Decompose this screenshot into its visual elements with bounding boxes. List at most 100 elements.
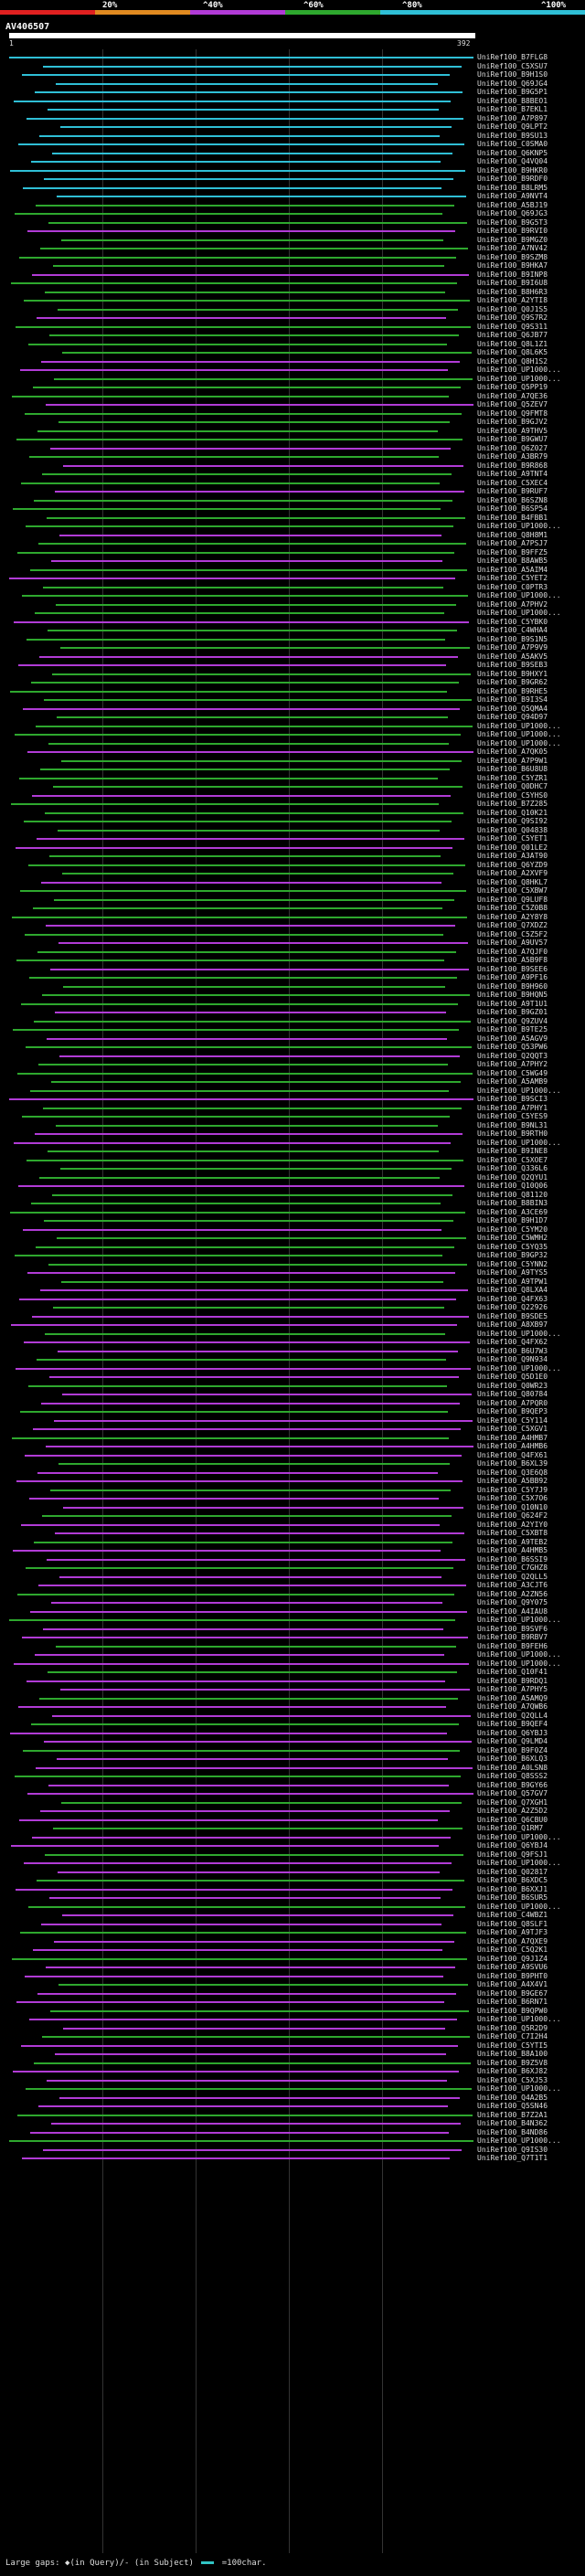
hit-row[interactable]: UniRef100_A7QE36 [0, 392, 585, 401]
hit-label[interactable]: UniRef100_A5AMB9 [477, 1077, 548, 1086]
hit-row[interactable]: UniRef100_B9G5P1 [0, 88, 585, 97]
hit-label[interactable]: UniRef100_B7Z285 [477, 800, 548, 808]
hit-row[interactable]: UniRef100_C4WHA4 [0, 626, 585, 635]
hit-label[interactable]: UniRef100_B9GZ01 [477, 1008, 548, 1016]
hit-label[interactable]: UniRef100_A2Z5D2 [477, 1807, 548, 1815]
hit-label[interactable]: UniRef100_Q9Y075 [477, 1598, 548, 1606]
hit-row[interactable]: UniRef100_Q5D1E0 [0, 1373, 585, 1382]
hit-label[interactable]: UniRef100_A4HMB6 [477, 1442, 548, 1450]
hit-label[interactable]: UniRef100_UP1000... [477, 366, 561, 374]
hit-row[interactable]: UniRef100_Q9SI92 [0, 817, 585, 826]
hit-row[interactable]: UniRef100_Q80784 [0, 1390, 585, 1399]
hit-row[interactable]: UniRef100_B7Z2A1 [0, 2111, 585, 2120]
hit-row[interactable]: UniRef100_B8AWB5 [0, 557, 585, 566]
hit-row[interactable]: UniRef100_C5Y114 [0, 1416, 585, 1426]
hit-row[interactable]: UniRef100_A7QJF0 [0, 948, 585, 957]
hit-label[interactable]: UniRef100_C4WHA4 [477, 626, 548, 634]
hit-row[interactable]: UniRef100_Q9Y075 [0, 1598, 585, 1607]
hit-label[interactable]: UniRef100_B9RVI0 [477, 227, 548, 235]
hit-row[interactable]: UniRef100_C5X7O6 [0, 1494, 585, 1503]
hit-label[interactable]: UniRef100_Q9FMT8 [477, 408, 548, 418]
hit-label[interactable]: UniRef100_A7QK05 [477, 747, 548, 756]
hit-label[interactable]: UniRef100_B8H6R3 [477, 287, 548, 296]
hit-label[interactable]: UniRef100_Q1RM7 [477, 1824, 544, 1832]
hit-row[interactable]: UniRef100_Q2QLL5 [0, 1573, 585, 1582]
hit-label[interactable]: UniRef100_Q0WR23 [477, 1381, 548, 1390]
hit-row[interactable]: UniRef100_C5YTI5 [0, 2041, 585, 2051]
hit-label[interactable]: UniRef100_A7PQR0 [477, 1398, 548, 1407]
hit-label[interactable]: UniRef100_A7PHY2 [477, 1060, 548, 1068]
hit-row[interactable]: UniRef100_C5XJ53 [0, 2076, 585, 2085]
hit-label[interactable]: UniRef100_A7P897 [477, 113, 548, 122]
hit-row[interactable]: UniRef100_C4WBZ1 [0, 1911, 585, 1920]
hit-label[interactable]: UniRef100_C5YM20 [477, 1224, 548, 1234]
hit-label[interactable]: UniRef100_C5YTI5 [477, 2041, 548, 2050]
hit-row[interactable]: UniRef100_UP1000... [0, 739, 585, 748]
hit-label[interactable]: UniRef100_A9TNT4 [477, 470, 548, 478]
hit-row[interactable]: UniRef100_B7Z285 [0, 800, 585, 809]
hit-label[interactable]: UniRef100_B9QPW0 [477, 2006, 548, 2015]
hit-label[interactable]: UniRef100_B8BEO1 [477, 96, 548, 105]
hit-label[interactable]: UniRef100_B9GP32 [477, 1251, 548, 1259]
hit-label[interactable]: UniRef100_B8AWB5 [477, 557, 548, 565]
hit-row[interactable]: UniRef100_Q10N10 [0, 1503, 585, 1512]
hit-label[interactable]: UniRef100_Q336L6 [477, 1164, 548, 1172]
hit-row[interactable]: UniRef100_C5YZR1 [0, 774, 585, 783]
hit-row[interactable]: UniRef100_C5WG49 [0, 1069, 585, 1078]
hit-label[interactable]: UniRef100_A9THV5 [477, 426, 548, 435]
hit-label[interactable]: UniRef100_B9TE25 [477, 1025, 548, 1034]
hit-row[interactable]: UniRef100_Q9FSJ1 [0, 1850, 585, 1860]
hit-row[interactable]: UniRef100_C5Z0B8 [0, 904, 585, 913]
hit-row[interactable]: UniRef100_Q5QMA4 [0, 705, 585, 714]
hit-row[interactable]: UniRef100_A7P897 [0, 114, 585, 123]
hit-row[interactable]: UniRef100_B9H960 [0, 982, 585, 991]
hit-row[interactable]: UniRef100_Q2QLL4 [0, 1712, 585, 1721]
hit-label[interactable]: UniRef100_B9PHT0 [477, 1971, 548, 1980]
hit-label[interactable]: UniRef100_A8XB97 [477, 1320, 548, 1329]
hit-row[interactable]: UniRef100_A4HMB7 [0, 1434, 585, 1443]
hit-label[interactable]: UniRef100_Q4FX61 [477, 1450, 548, 1459]
hit-row[interactable]: UniRef100_B6SSI9 [0, 1555, 585, 1564]
hit-label[interactable]: UniRef100_A7PHY1 [477, 1103, 548, 1112]
hit-label[interactable]: UniRef100_A3BR79 [477, 452, 548, 461]
hit-label[interactable]: UniRef100_Q5D1E0 [477, 1373, 548, 1381]
hit-row[interactable]: UniRef100_B9H1D7 [0, 1216, 585, 1225]
hit-row[interactable]: UniRef100_B9HXY1 [0, 670, 585, 679]
hit-label[interactable]: UniRef100_UP1000... [477, 374, 561, 383]
hit-row[interactable]: UniRef100_A7NV42 [0, 244, 585, 253]
hit-row[interactable]: UniRef100_C5XEC4 [0, 479, 585, 488]
hit-row[interactable]: UniRef100_Q8L1Z1 [0, 340, 585, 349]
hit-row[interactable]: UniRef100_B9F0Z4 [0, 1746, 585, 1755]
hit-row[interactable]: UniRef100_UP1000... [0, 1903, 585, 1912]
hit-row[interactable]: UniRef100_A2ZN56 [0, 1590, 585, 1599]
hit-row[interactable]: UniRef100_A3CE69 [0, 1208, 585, 1217]
hit-row[interactable]: UniRef100_A2YIY0 [0, 1521, 585, 1530]
hit-label[interactable]: UniRef100_C5XBW7 [477, 886, 548, 895]
hit-row[interactable]: UniRef100_B9SCI3 [0, 1095, 585, 1104]
hit-label[interactable]: UniRef100_Q5SN46 [477, 2102, 548, 2110]
hit-row[interactable]: UniRef100_B9GE67 [0, 1989, 585, 1998]
hit-row[interactable]: UniRef100_B6U7W3 [0, 1347, 585, 1356]
hit-label[interactable]: UniRef100_Q9J1Z4 [477, 1954, 548, 1963]
hit-label[interactable]: UniRef100_UP1000... [477, 1650, 561, 1659]
hit-row[interactable]: UniRef100_C5YNN2 [0, 1260, 585, 1269]
hit-row[interactable]: UniRef100_A7PHY2 [0, 1060, 585, 1069]
hit-row[interactable]: UniRef100_A4X4V1 [0, 1980, 585, 1989]
hit-row[interactable]: UniRef100_C5Z5F2 [0, 930, 585, 939]
hit-row[interactable]: UniRef100_B9RVI0 [0, 227, 585, 236]
hit-row[interactable]: UniRef100_A8XB97 [0, 1320, 585, 1330]
hit-label[interactable]: UniRef100_A9TYS5 [477, 1268, 548, 1277]
hit-row[interactable]: UniRef100_A5B9F8 [0, 956, 585, 965]
hit-label[interactable]: UniRef100_B9SU13 [477, 131, 548, 140]
hit-row[interactable]: UniRef100_Q9J1Z4 [0, 1955, 585, 1964]
hit-row[interactable]: UniRef100_A9SVU6 [0, 1963, 585, 1972]
hit-label[interactable]: UniRef100_B9GE67 [477, 1988, 548, 1998]
hit-label[interactable]: UniRef100_B9GJV2 [477, 418, 548, 426]
hit-label[interactable]: UniRef100_B9H1D7 [477, 1216, 548, 1224]
hit-label[interactable]: UniRef100_B9H960 [477, 981, 548, 991]
hit-row[interactable]: UniRef100_C5Y7J9 [0, 1486, 585, 1495]
hit-label[interactable]: UniRef100_B9HKR0 [477, 165, 548, 175]
hit-row[interactable]: UniRef100_Q4FX62 [0, 1338, 585, 1347]
hit-row[interactable]: UniRef100_Q8LXA4 [0, 1286, 585, 1295]
hit-label[interactable]: UniRef100_UP1000... [477, 1659, 561, 1668]
